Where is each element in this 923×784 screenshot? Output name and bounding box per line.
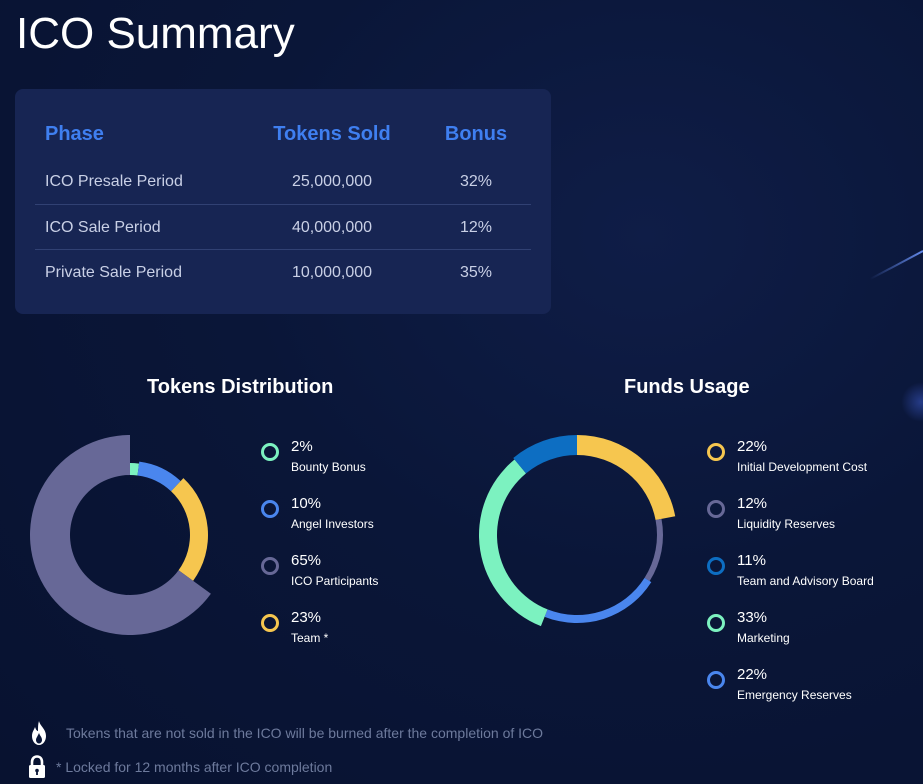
funds-segment-marketing — [479, 459, 548, 627]
burn-note: Tokens that are not sold in the ICO will… — [28, 720, 543, 746]
tokens-segment-bounty-bonus — [130, 463, 140, 476]
bonus-cell: 35% — [459, 263, 493, 281]
legend-label: ICO Participants — [291, 574, 379, 588]
lock-note: * Locked for 12 months after ICO complet… — [28, 754, 332, 780]
bonus-cell: 32% — [459, 172, 493, 190]
header-bonus: Bonus — [444, 123, 508, 145]
header-tokens-sold: Tokens Sold — [273, 123, 391, 145]
header-phase: Phase — [45, 123, 104, 145]
legend-percent: 12% — [737, 495, 768, 512]
bonus-cell: 12% — [459, 218, 493, 236]
funds-segment-team-and-advisory-board — [513, 435, 577, 474]
tokens-segment-team — [171, 478, 208, 581]
legend-ring-icon — [261, 614, 279, 632]
legend-label: Angel Investors — [291, 517, 374, 531]
legend-label: Marketing — [737, 631, 790, 645]
legend-ring-icon — [261, 500, 279, 518]
funds-segment-emergency-reserves — [544, 577, 652, 623]
legend-ring-icon — [707, 443, 725, 461]
funds-segment-liquidity-reserves — [644, 518, 663, 582]
tokens-cell: 10,000,000 — [291, 263, 373, 281]
funds-segment-initial-development-cost — [577, 435, 676, 521]
table-row: ICO Presale Period 25,000,000 32% — [35, 159, 531, 204]
legend-ring-icon — [261, 557, 279, 575]
tokens-cell: 25,000,000 — [291, 172, 373, 190]
legend-percent: 23% — [291, 609, 322, 626]
legend-ring-icon — [707, 671, 725, 689]
legend-percent: 10% — [291, 495, 322, 512]
page-title: ICO Summary — [16, 9, 295, 58]
tokens-segment-angel-investors — [137, 461, 181, 492]
legend-label: Initial Development Cost — [737, 460, 868, 474]
legend-percent: 65% — [291, 552, 322, 569]
phase-cell: ICO Presale Period — [45, 172, 183, 190]
tokens-distribution-title: Tokens Distribution — [147, 376, 334, 398]
burn-note-text: Tokens that are not sold in the ICO will… — [66, 725, 544, 741]
legend-label: Bounty Bonus — [291, 460, 366, 474]
decorative-glow-line — [869, 250, 923, 281]
funds-usage-title: Funds Usage — [624, 376, 750, 398]
funds-usage-legend: 22% Initial Development Cost 12% Liquidity … — [707, 438, 907, 720]
lock-note-text: * Locked for 12 months after ICO complet… — [56, 759, 333, 775]
decorative-glow-dot — [901, 382, 923, 422]
ico-phase-table: Phase Tokens Sold Bonus ICO Presale Peri… — [15, 89, 551, 314]
legend-percent: 11% — [737, 552, 766, 569]
table-header-row: Phase Tokens Sold Bonus — [35, 112, 531, 157]
legend-percent: 22% — [737, 666, 768, 683]
tokens-segment-ico-participants — [29, 435, 211, 635]
legend-percent: 33% — [737, 609, 768, 626]
tokens-distribution-donut — [29, 435, 211, 635]
funds-usage-donut — [479, 435, 676, 627]
table-row: Private Sale Period 10,000,000 35% — [35, 249, 531, 295]
legend-label: Team and Advisory Board — [737, 574, 874, 588]
fire-icon — [32, 721, 46, 745]
legend-ring-icon — [261, 443, 279, 461]
legend-ring-icon — [707, 614, 725, 632]
phase-cell: Private Sale Period — [45, 263, 182, 281]
tokens-cell: 40,000,000 — [291, 218, 373, 236]
legend-percent: 22% — [737, 438, 768, 455]
lock-icon — [29, 755, 45, 778]
legend-label: Team * — [291, 631, 329, 645]
legend-label: Liquidity Reserves — [737, 517, 836, 531]
legend-label: Emergency Reserves — [737, 688, 852, 702]
tokens-distribution-legend: 2% Bounty Bonus 10% Angel Investors 65% ICO P… — [261, 438, 461, 660]
table-row: ICO Sale Period 40,000,000 12% — [35, 204, 531, 250]
legend-ring-icon — [707, 500, 725, 518]
legend-ring-icon — [707, 557, 725, 575]
phase-cell: ICO Sale Period — [45, 218, 161, 236]
legend-percent: 2% — [291, 438, 313, 455]
